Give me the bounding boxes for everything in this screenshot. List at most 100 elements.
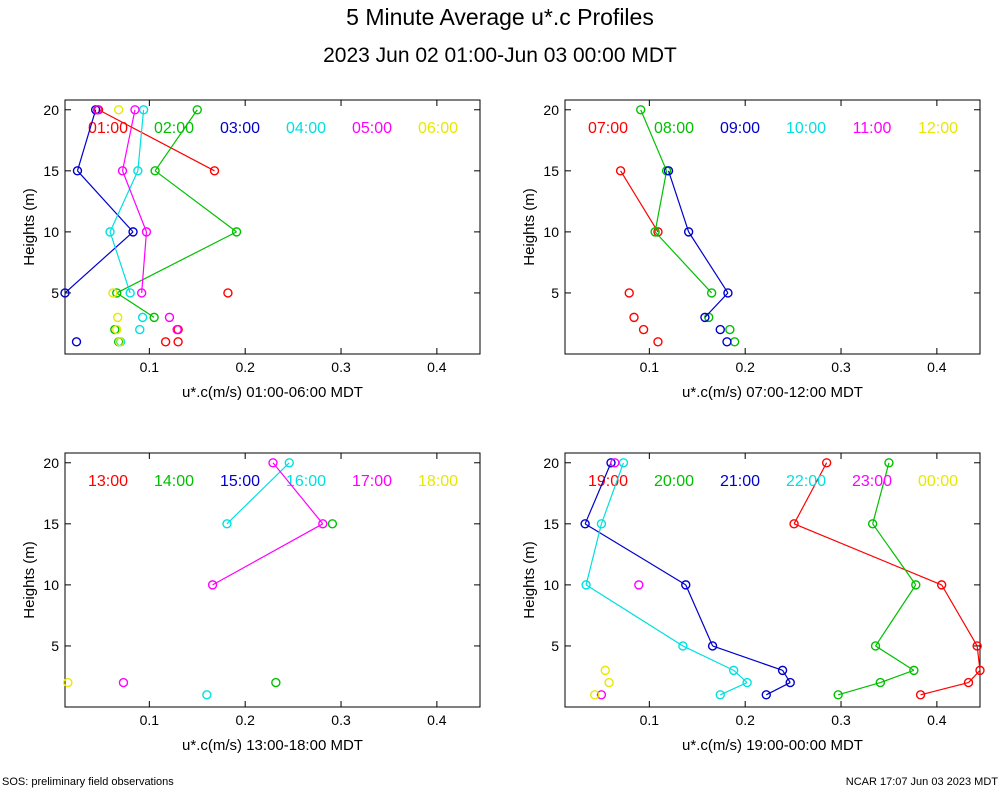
data-point-2200 [678, 641, 688, 651]
data-point-0800 [650, 227, 660, 237]
y-tick-label-01-06: 5 [51, 285, 59, 301]
data-point-0700 [653, 227, 663, 237]
data-point-0200 [231, 227, 242, 237]
x-tick-label-01-06: 0.4 [427, 359, 447, 375]
x-axis-label-01-06: u*.c(m/s) 01:00-06:00 MDT [182, 384, 363, 401]
series-line-0800 [640, 109, 668, 172]
legend-1000: 10:00 [786, 120, 826, 137]
series-line-0200 [116, 292, 155, 318]
series-line-2200 [600, 462, 625, 525]
series-line-0800 [654, 231, 713, 294]
data-point-1700 [118, 677, 129, 688]
y-tick-label-01-06: 20 [43, 102, 59, 118]
x-tick-label-19-00: 0.4 [927, 712, 947, 728]
data-point-2100 [580, 519, 590, 529]
y-tick-label-13-18: 5 [51, 638, 59, 654]
legend-2200: 22:00 [786, 473, 826, 490]
data-point-1600 [222, 519, 232, 529]
legend-1600: 16:00 [286, 473, 326, 490]
y-tick-label-13-18: 15 [43, 516, 59, 532]
footer-note: SOS: preliminary field observations [2, 776, 174, 788]
data-point-0900 [723, 288, 733, 298]
series-line-0100 [98, 109, 215, 172]
data-point-1900 [972, 641, 982, 651]
x-tick-label-07-12: 0.1 [640, 359, 660, 375]
data-point-2000 [911, 580, 921, 590]
data-point-0500 [172, 324, 182, 335]
data-point-0000 [604, 677, 614, 688]
legend-1300: 13:00 [88, 473, 128, 490]
series-line-0300 [77, 170, 134, 233]
data-point-2300 [610, 458, 620, 468]
series-line-0900 [688, 231, 729, 294]
series-line-0400 [109, 170, 139, 233]
series-line-2000 [875, 584, 917, 647]
x-tick-label-07-12: 0.2 [735, 359, 755, 375]
series-line-2200 [585, 523, 603, 586]
data-point-0700 [624, 288, 634, 298]
series-line-0800 [654, 170, 668, 232]
series-line-0200 [154, 170, 237, 233]
series-line-2000 [872, 523, 917, 586]
series-line-0900 [667, 170, 690, 233]
data-point-1900 [915, 690, 926, 700]
plot-frame-13-18 [64, 452, 481, 708]
data-point-0000 [600, 665, 610, 676]
legend-0800: 08:00 [654, 120, 694, 137]
legend-0000: 00:00 [918, 473, 958, 490]
y-axis-label-13-18: Heights (m) [21, 541, 38, 619]
series-line-2100 [584, 462, 612, 525]
data-point-2300 [634, 580, 644, 590]
y-tick-label-07-12: 20 [543, 102, 559, 118]
data-point-0900 [715, 324, 725, 335]
data-point-0800 [706, 288, 717, 298]
y-tick-label-01-06: 15 [43, 163, 59, 179]
data-point-0500 [136, 288, 147, 298]
data-point-0100 [209, 166, 220, 176]
x-tick-label-19-00: 0.2 [735, 712, 755, 728]
data-point-0100 [223, 288, 233, 298]
legend-1400: 14:00 [154, 473, 194, 490]
legend-1200: 12:00 [918, 120, 958, 137]
data-point-2000 [870, 641, 881, 651]
legend-0300: 03:00 [220, 120, 260, 137]
x-tick-label-01-06: 0.3 [331, 359, 351, 375]
legend-1800: 18:00 [418, 473, 458, 490]
series-line-2100 [712, 645, 783, 671]
data-point-0600 [112, 324, 122, 335]
data-point-2100 [761, 690, 771, 700]
series-line-2100 [685, 584, 714, 647]
data-point-0100 [173, 337, 183, 347]
x-axis-label-19-00: u*.c(m/s) 19:00-00:00 MDT [682, 737, 863, 754]
y-tick-label-19-00: 5 [551, 638, 559, 654]
data-point-2200 [728, 665, 739, 676]
x-tick-label-07-12: 0.3 [831, 359, 851, 375]
series-line-2200 [733, 669, 748, 684]
data-point-0900 [722, 337, 732, 347]
data-point-0300 [72, 166, 83, 176]
data-point-0200 [112, 288, 122, 298]
data-point-1700 [318, 519, 328, 529]
x-axis-label-07-12: u*.c(m/s) 07:00-12:00 MDT [682, 384, 863, 401]
x-tick-label-13-18: 0.1 [140, 712, 160, 728]
series-line-1600 [226, 462, 290, 525]
data-point-1700 [207, 580, 218, 590]
x-tick-label-01-06: 0.2 [235, 359, 255, 375]
plot-frame-07-12 [564, 99, 981, 355]
data-point-0300 [71, 337, 82, 347]
legend-0400: 04:00 [286, 120, 326, 137]
data-point-1400 [271, 677, 281, 688]
y-axis-label-01-06: Heights (m) [21, 188, 38, 266]
data-point-2300 [596, 690, 607, 700]
legend-2000: 20:00 [654, 473, 694, 490]
data-point-2200 [581, 580, 591, 590]
x-axis-label-13-18: u*.c(m/s) 13:00-18:00 MDT [182, 737, 363, 754]
chart-subtitle: 2023 Jun 02 01:00-Jun 03 00:00 MDT [323, 44, 677, 67]
series-line-1900 [941, 584, 978, 647]
series-line-0400 [109, 231, 131, 294]
series-line-2000 [875, 645, 915, 671]
data-point-0900 [683, 227, 694, 237]
x-tick-label-07-12: 0.4 [927, 359, 947, 375]
series-line-2000 [872, 462, 890, 524]
